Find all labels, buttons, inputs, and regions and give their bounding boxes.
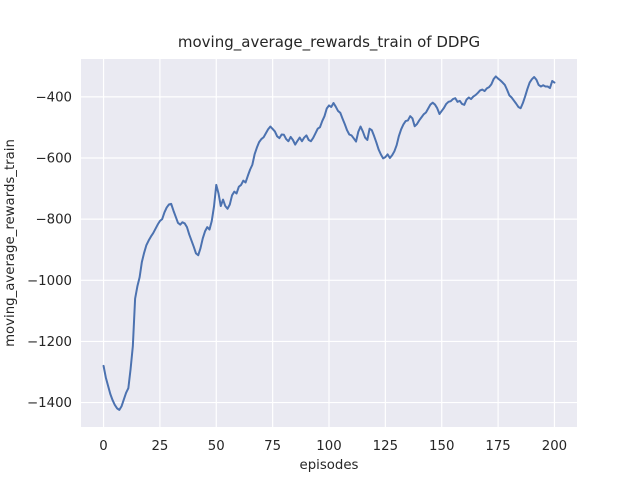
chart-title: moving_average_rewards_train of DDPG	[178, 33, 480, 52]
y-axis-label: moving_average_rewards_train	[3, 139, 18, 347]
y-tick-label: −800	[35, 213, 72, 228]
x-tick-labels: 0 25 50 75 100 125 150 175 200	[99, 439, 567, 454]
x-tick-label: 50	[208, 439, 225, 454]
y-tick-label: −1200	[27, 335, 72, 350]
x-tick-label: 150	[429, 439, 454, 454]
y-tick-label: −400	[35, 90, 72, 105]
x-tick-label: 125	[373, 439, 398, 454]
x-tick-label: 0	[99, 439, 107, 454]
y-tick-label: −600	[35, 152, 72, 167]
y-tick-labels: −400 −600 −800 −1000 −1200 −1400	[27, 90, 72, 411]
reward-line-series	[102, 75, 556, 411]
x-tick-label: 175	[485, 439, 510, 454]
y-tick-label: −1000	[27, 274, 72, 289]
y-tick-label: −1400	[27, 396, 72, 411]
x-tick-label: 100	[316, 439, 341, 454]
grid-lines	[81, 59, 577, 427]
x-tick-label: 25	[151, 439, 168, 454]
x-tick-label: 200	[542, 439, 567, 454]
x-tick-label: 75	[264, 439, 281, 454]
x-axis-label: episodes	[300, 458, 359, 473]
